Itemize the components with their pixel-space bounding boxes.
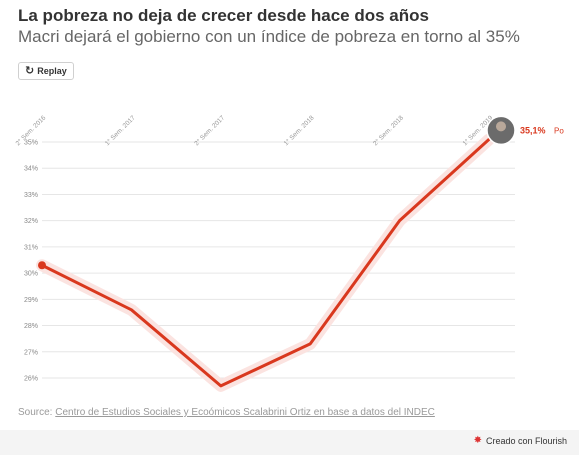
replay-icon: ↻ <box>25 64 35 77</box>
footer-bar: ✸ Creado con Flourish <box>0 430 579 455</box>
replay-label: Replay <box>37 66 67 76</box>
line-chart: 35%34%33%32%31%30%29%28%27%26%2° Sem. 20… <box>14 113 564 392</box>
flourish-credit-label: Creado con Flourish <box>485 436 567 446</box>
y-tick-label: 28% <box>24 323 38 330</box>
y-tick-label: 35% <box>24 140 38 147</box>
y-tick-label: 33% <box>24 192 38 199</box>
replay-button[interactable]: ↻ Replay <box>18 62 74 80</box>
end-value-label: 35,1% <box>520 125 546 135</box>
flourish-icon: ✸ <box>473 435 482 446</box>
source-prefix: Source: <box>18 407 53 418</box>
y-tick-label: 29% <box>24 297 38 304</box>
end-avatar-face <box>496 121 506 132</box>
data-point <box>38 261 46 270</box>
y-tick-label: 34% <box>24 166 38 173</box>
y-tick-label: 30% <box>24 271 38 278</box>
chart-title: La pobreza no deja de crecer desde hace … <box>18 6 429 25</box>
y-tick-label: 27% <box>24 349 38 356</box>
y-tick-label: 32% <box>24 218 38 225</box>
chart-subtitle: Macri dejará el gobierno con un índice d… <box>18 27 520 46</box>
end-series-label: Po <box>554 126 564 135</box>
y-tick-label: 26% <box>24 376 38 383</box>
source-note: Source: Centro de Estudios Sociales y Ec… <box>18 407 435 418</box>
source-link[interactable]: Centro de Estudios Sociales y Ecoómicos … <box>55 407 435 418</box>
series-line-glow <box>36 133 495 392</box>
flourish-credit[interactable]: ✸ Creado con Flourish <box>473 435 567 447</box>
y-tick-label: 31% <box>24 244 38 251</box>
series-line <box>40 137 491 388</box>
